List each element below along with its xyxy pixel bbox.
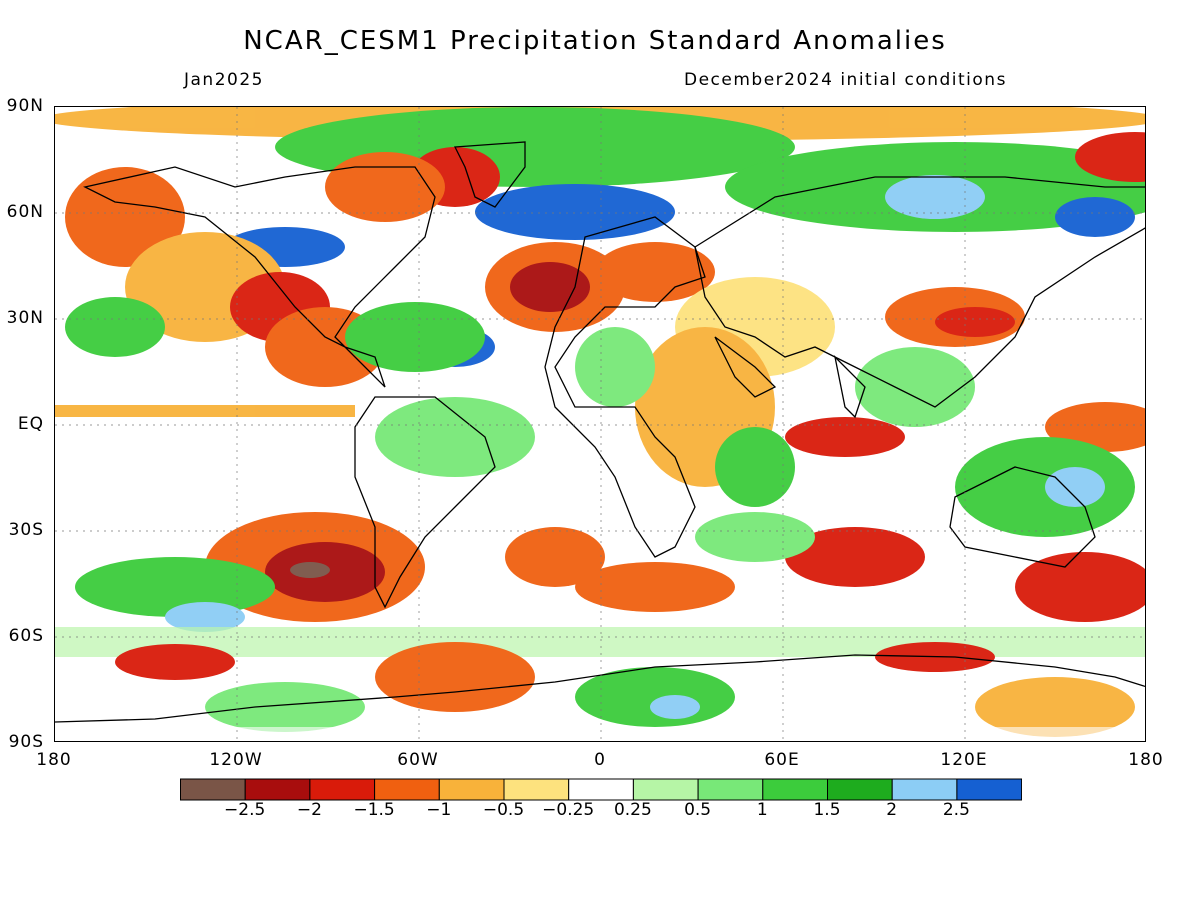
lon-label-120e: 120E: [940, 750, 988, 770]
colorbar-swatch: [568, 778, 634, 801]
coastlines: [55, 141, 1145, 723]
graticule: [55, 107, 1145, 741]
colorbar-tick-label: −1: [426, 800, 452, 820]
anomaly-map: [54, 106, 1146, 742]
lat-label-60s: 60S: [8, 626, 44, 646]
colorbar-swatch: [632, 778, 699, 801]
lon-label-60e: 60E: [764, 750, 800, 770]
colorbar-tick-label: −0.25: [542, 800, 595, 820]
colorbar-tick-label: −0.5: [482, 800, 525, 820]
colorbar-swatch: [956, 778, 1022, 801]
initial-conditions-label: December2024 initial conditions: [684, 70, 1007, 90]
lon-label-180e: 180: [1128, 750, 1164, 770]
colorbar-tick-label: 0.5: [684, 800, 712, 820]
colorbar-tick-label: 1.5: [813, 800, 841, 820]
colorbar-swatch: [244, 778, 311, 801]
lat-label-90n: 90N: [6, 96, 44, 116]
colorbar-tick-label: −1.5: [353, 800, 395, 820]
colorbar: [180, 778, 1022, 801]
colorbar-tick-label: −2: [296, 800, 322, 820]
lat-label-30n: 30N: [6, 308, 44, 328]
colorbar-tick-label: −2.5: [224, 800, 266, 820]
lon-label-120w: 120W: [209, 750, 263, 770]
chart-title: NCAR_CESM1 Precipitation Standard Anomal…: [243, 26, 947, 56]
lon-label-60w: 60W: [397, 750, 439, 770]
colorbar-swatch: [438, 778, 505, 801]
colorbar-swatch: [827, 778, 893, 801]
valid-month-label: Jan2025: [184, 70, 264, 90]
colorbar-swatch: [891, 778, 958, 801]
lat-label-90s: 90S: [8, 732, 44, 752]
colorbar-swatch: [503, 778, 570, 801]
lon-label-180w: 180: [36, 750, 72, 770]
colorbar-tick-label: 1: [756, 800, 768, 820]
lat-label-eq: EQ: [17, 414, 44, 434]
lat-label-30s: 30S: [8, 520, 44, 540]
lat-label-60n: 60N: [6, 202, 44, 222]
colorbar-swatch: [374, 778, 440, 801]
lon-label-0: 0: [594, 750, 606, 770]
colorbar-swatch: [309, 778, 376, 801]
colorbar-tick-label: 2: [886, 800, 898, 820]
colorbar-swatch: [762, 778, 828, 801]
colorbar-swatch: [180, 778, 246, 801]
anomaly-fields: [55, 107, 1145, 741]
colorbar-swatch: [697, 778, 764, 801]
colorbar-tick-label: 0.25: [613, 800, 652, 820]
colorbar-tick-label: 2.5: [942, 800, 970, 820]
